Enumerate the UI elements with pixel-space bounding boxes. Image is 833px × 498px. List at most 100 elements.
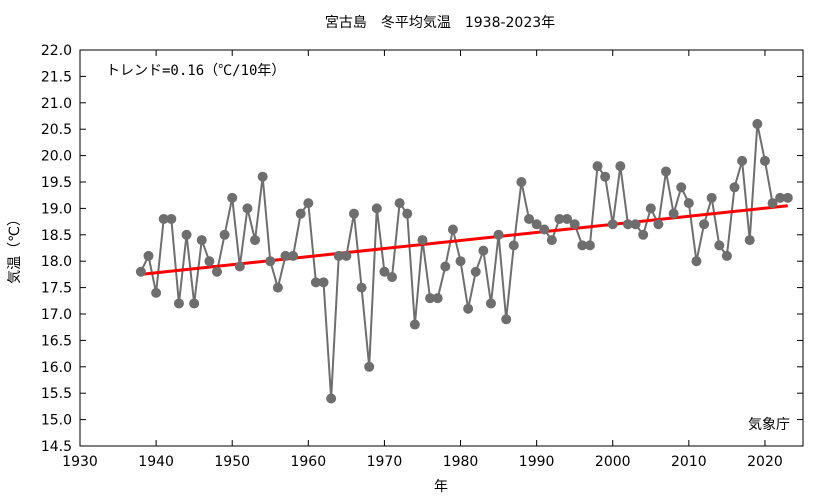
y-tick-label: 19.5 <box>41 175 72 191</box>
data-point <box>326 393 337 404</box>
data-point <box>356 282 367 293</box>
data-point <box>691 256 702 267</box>
data-point <box>173 298 184 309</box>
data-point <box>661 166 672 177</box>
data-point <box>234 261 245 272</box>
data-point <box>440 261 451 272</box>
data-point <box>638 229 649 240</box>
data-point <box>341 250 352 261</box>
data-point <box>782 192 793 203</box>
trend-annotation: トレンド=0.16（℃/10年） <box>106 63 285 79</box>
data-point <box>668 208 679 219</box>
data-point <box>721 250 732 261</box>
y-tick-label: 15.5 <box>41 386 72 402</box>
data-point <box>348 208 359 219</box>
x-tick-label: 1950 <box>214 454 250 470</box>
y-tick-label: 21.5 <box>41 69 72 85</box>
data-point <box>737 155 748 166</box>
data-point <box>257 171 268 182</box>
data-point <box>417 235 428 246</box>
data-point <box>303 198 314 209</box>
data-point <box>501 314 512 325</box>
y-tick-label: 18.5 <box>41 228 72 244</box>
data-points <box>135 118 793 404</box>
data-point <box>387 272 398 283</box>
data-point <box>622 219 633 230</box>
data-point <box>250 235 261 246</box>
credit-label: 気象庁 <box>748 417 790 433</box>
data-point <box>402 208 413 219</box>
data-point <box>181 229 192 240</box>
y-tick-label: 16.5 <box>41 333 72 349</box>
data-point <box>516 177 527 187</box>
data-point <box>295 208 306 219</box>
data-point <box>409 319 420 330</box>
y-tick-label: 17.0 <box>41 307 72 323</box>
data-point <box>524 213 535 224</box>
x-tick-label: 2020 <box>747 454 783 470</box>
y-tick-label: 20.5 <box>41 122 72 138</box>
x-tick-label: 1990 <box>519 454 555 470</box>
data-point <box>607 219 618 230</box>
data-point <box>615 161 626 172</box>
y-tick-label: 18.0 <box>41 254 72 270</box>
data-point <box>759 155 770 166</box>
x-tick-label: 2000 <box>595 454 631 470</box>
data-point <box>706 192 717 203</box>
data-point <box>478 245 489 256</box>
data-point <box>265 256 276 267</box>
data-point <box>394 198 405 209</box>
plot-frame <box>79 49 804 447</box>
data-point <box>531 219 542 230</box>
y-tick-label: 22.0 <box>41 43 72 59</box>
trend-line <box>140 204 788 276</box>
y-tick-label: 19.0 <box>41 201 72 217</box>
data-point <box>699 219 710 230</box>
y-tick-label: 21.0 <box>41 96 72 112</box>
x-tick-label: 2010 <box>671 454 707 470</box>
y-tick-label: 15.0 <box>41 413 72 429</box>
x-axis-label: 年 <box>434 479 448 495</box>
data-point <box>645 203 656 214</box>
data-point <box>729 182 740 193</box>
y-tick-label: 14.5 <box>41 439 72 455</box>
data-point <box>546 235 557 246</box>
data-point <box>653 219 664 230</box>
data-point <box>600 171 611 182</box>
data-point <box>447 224 458 235</box>
data-point <box>310 277 321 288</box>
data-point <box>379 266 390 277</box>
data-point <box>752 118 763 129</box>
data-point <box>592 161 603 172</box>
data-point <box>143 250 154 261</box>
data-point <box>211 266 222 277</box>
data-point <box>744 235 755 246</box>
data-point <box>227 192 238 203</box>
y-axis: 14.5 15.0 15.5 16.0 16.5 17.0 17.5 18.0 18.5 19.0… <box>41 43 803 455</box>
y-tick-label: 16.0 <box>41 360 72 376</box>
data-point <box>135 266 146 277</box>
data-point <box>470 266 481 277</box>
data-point <box>554 213 565 224</box>
data-point <box>364 361 375 372</box>
data-point <box>463 303 474 314</box>
data-point <box>775 192 786 203</box>
data-point <box>272 282 283 293</box>
data-point <box>219 229 230 240</box>
x-tick-label: 1980 <box>443 454 479 470</box>
x-tick-label: 1960 <box>290 454 326 470</box>
data-point <box>767 198 778 209</box>
data-point <box>577 240 588 251</box>
data-point <box>242 203 253 214</box>
chart-title: 宮古島 冬平均気温 1938-2023年 <box>325 15 555 31</box>
x-axis: 1930 1940 1950 1960 1970 1980 1990 2000 2010 2020 <box>62 50 783 470</box>
data-point <box>189 298 200 309</box>
data-point <box>683 198 694 209</box>
data-point <box>630 219 641 230</box>
data-point <box>280 250 291 261</box>
data-point <box>204 256 215 267</box>
data-point <box>151 287 162 298</box>
data-point <box>196 235 207 246</box>
data-point <box>562 213 573 224</box>
